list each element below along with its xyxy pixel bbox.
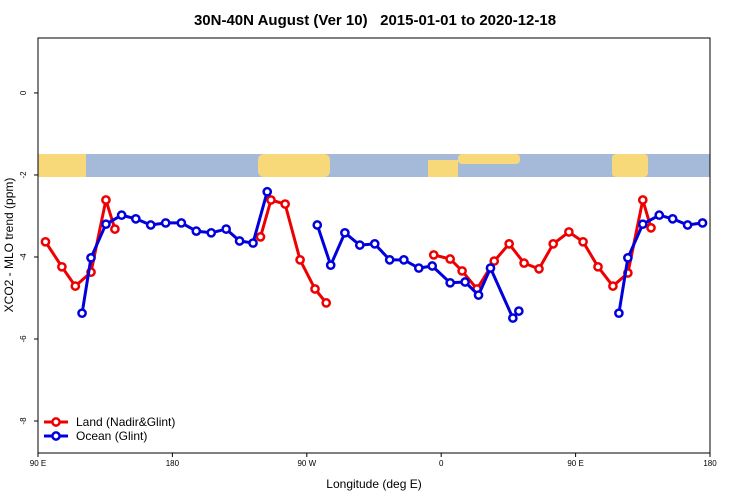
- data-point: [646, 223, 656, 233]
- data-point: [248, 238, 258, 248]
- legend: Land (Nadir&Glint)Ocean (Glint): [44, 415, 175, 443]
- y-tick-label: 0: [19, 90, 28, 95]
- y-tick-label: -6: [19, 335, 28, 343]
- data-point: [312, 220, 323, 230]
- data-point: [255, 232, 266, 242]
- data-point: [221, 224, 232, 234]
- data-point: [110, 224, 120, 234]
- data-point: [321, 298, 332, 308]
- y-tick-label: -4: [19, 253, 28, 261]
- chart-title: 30N-40N August (Ver 10) 2015-01-01 to 20…: [194, 12, 556, 29]
- data-point: [428, 250, 439, 260]
- data-point: [206, 227, 217, 238]
- data-point: [160, 218, 171, 228]
- x-tick-label: 90 E: [30, 459, 46, 468]
- data-point: [266, 195, 276, 205]
- map-strip: [38, 154, 710, 177]
- data-point: [697, 218, 708, 228]
- data-point: [295, 255, 305, 265]
- data-point: [130, 213, 141, 224]
- data-point: [280, 199, 290, 209]
- data-point: [564, 227, 574, 237]
- data-point: [534, 264, 544, 274]
- data-point: [369, 239, 380, 249]
- data-point: [514, 306, 524, 316]
- series-line: [80, 191, 703, 320]
- data-point: [637, 219, 648, 230]
- data-point: [86, 252, 96, 263]
- y-tick-label: -8: [19, 417, 28, 425]
- data-point: [354, 240, 365, 250]
- data-point: [384, 255, 395, 265]
- data-point: [445, 277, 456, 288]
- data-point: [325, 260, 336, 271]
- data-point: [682, 220, 693, 230]
- data-point: [614, 308, 624, 319]
- data-point: [637, 195, 648, 205]
- data-point: [176, 218, 187, 228]
- data-point: [191, 226, 202, 236]
- data-point: [508, 313, 518, 323]
- plot-frame: [37, 37, 711, 454]
- data-point: [489, 256, 500, 266]
- data-point: [593, 261, 603, 272]
- data-point: [40, 236, 51, 247]
- data-point: [145, 220, 156, 230]
- legend-label: Land (Nadir&Glint): [76, 415, 175, 429]
- data-point: [608, 281, 618, 291]
- data-point: [519, 258, 529, 268]
- data-point: [578, 236, 588, 247]
- data-point: [116, 210, 127, 221]
- legend-marker: [51, 431, 61, 441]
- data-point: [77, 308, 87, 319]
- data-point: [310, 284, 320, 294]
- x-tick-label: 180: [166, 459, 180, 468]
- data-point: [460, 277, 470, 287]
- data-point: [504, 239, 514, 249]
- x-tick-label: 90 W: [297, 459, 316, 468]
- data-point: [548, 239, 559, 249]
- data-point: [340, 227, 350, 238]
- data-point: [623, 252, 633, 263]
- x-tick-label: 0: [439, 459, 444, 468]
- data-point: [667, 213, 678, 224]
- data-point: [57, 261, 67, 272]
- data-point: [101, 219, 111, 230]
- data-point: [234, 236, 245, 246]
- data-point: [101, 195, 111, 205]
- data-point: [427, 261, 438, 271]
- y-axis-label: XCO2 - MLO trend (ppm): [2, 178, 16, 313]
- data-point: [654, 210, 665, 221]
- data-point: [445, 254, 456, 264]
- data-point: [473, 290, 484, 300]
- data-point: [262, 186, 273, 197]
- data-point: [485, 263, 496, 273]
- data-point: [457, 266, 467, 276]
- x-tick-label: 180: [703, 459, 717, 468]
- x-axis-label: Longitude (deg E): [326, 477, 421, 491]
- data-point: [399, 255, 409, 265]
- data-point: [413, 263, 424, 273]
- legend-label: Ocean (Glint): [76, 429, 147, 443]
- x-tick-label: 90 E: [567, 459, 583, 468]
- data-point: [70, 281, 81, 291]
- y-tick-label: -2: [19, 171, 28, 179]
- legend-marker: [51, 417, 61, 427]
